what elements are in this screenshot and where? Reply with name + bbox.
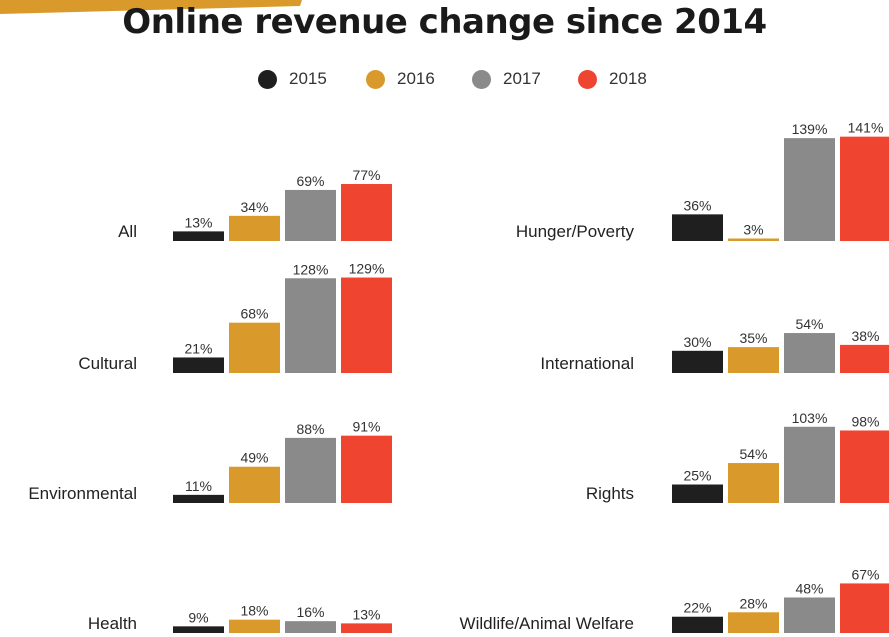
bar-all-2018 xyxy=(341,184,392,241)
data-label-rights-2018: 98% xyxy=(851,413,879,429)
bar-wildlife-animal-welfare-2017 xyxy=(784,597,835,633)
bar-health-2018 xyxy=(341,623,392,633)
data-label-health-2018: 13% xyxy=(352,606,380,622)
bar-health-2016 xyxy=(229,619,280,633)
legend-label-2015: 2015 xyxy=(289,69,327,88)
data-label-environmental-2015: 11% xyxy=(185,478,212,494)
data-label-rights-2016: 54% xyxy=(739,446,767,462)
bar-international-2017 xyxy=(784,333,835,373)
legend-label-2017: 2017 xyxy=(503,69,541,88)
legend-swatch-2018 xyxy=(578,69,597,89)
bar-all-2016 xyxy=(229,215,280,241)
bar-cultural-2018 xyxy=(341,277,392,373)
category-label-all: All xyxy=(118,222,137,241)
data-label-all-2018: 77% xyxy=(352,167,380,183)
data-label-health-2016: 18% xyxy=(240,603,268,619)
data-label-environmental-2016: 49% xyxy=(240,450,268,466)
category-label-health: Health xyxy=(88,614,137,633)
legend-item-2016: 2016 xyxy=(366,64,435,94)
legend-item-2015: 2015 xyxy=(258,64,327,94)
data-label-wildlife-animal-welfare-2015: 22% xyxy=(683,600,711,616)
bar-all-2017 xyxy=(285,189,336,241)
data-label-environmental-2018: 91% xyxy=(352,419,380,435)
category-label-international: International xyxy=(540,354,634,373)
legend-swatch-2017 xyxy=(472,69,491,89)
chart-title: Online revenue change since 2014 xyxy=(122,2,767,42)
data-label-health-2015: 9% xyxy=(188,609,208,625)
bar-wildlife-animal-welfare-2016 xyxy=(728,612,779,633)
category-label-environmental: Environmental xyxy=(28,484,137,503)
data-label-health-2017: 16% xyxy=(296,604,324,620)
bar-international-2018 xyxy=(840,344,889,373)
bar-environmental-2016 xyxy=(229,466,280,503)
category-label-wildlife-animal-welfare: Wildlife/Animal Welfare xyxy=(460,614,634,633)
decorative-stripe xyxy=(0,0,302,14)
data-label-cultural-2015: 21% xyxy=(184,340,212,356)
data-label-international-2017: 54% xyxy=(795,316,823,332)
data-label-hunger-poverty-2015: 36% xyxy=(683,197,711,213)
data-label-all-2016: 34% xyxy=(240,199,268,215)
bar-cultural-2015 xyxy=(173,357,224,373)
data-label-hunger-poverty-2018: 141% xyxy=(848,120,884,136)
legend-item-2017: 2017 xyxy=(472,64,541,94)
bar-hunger-poverty-2017 xyxy=(784,138,835,241)
data-label-rights-2015: 25% xyxy=(683,468,711,484)
bar-cultural-2016 xyxy=(229,322,280,373)
data-label-wildlife-animal-welfare-2017: 48% xyxy=(795,580,823,596)
bar-environmental-2015 xyxy=(173,494,224,503)
bar-rights-2015 xyxy=(672,484,723,503)
data-label-wildlife-animal-welfare-2018: 67% xyxy=(851,566,879,582)
bar-international-2016 xyxy=(728,347,779,373)
bar-health-2015 xyxy=(173,626,224,633)
bar-hunger-poverty-2016 xyxy=(728,238,779,241)
legend-label-2016: 2016 xyxy=(397,69,435,88)
legend-label-2018: 2018 xyxy=(609,69,647,88)
bar-rights-2017 xyxy=(784,426,835,503)
legend-item-2018: 2018 xyxy=(578,64,647,94)
data-label-rights-2017: 103% xyxy=(792,410,828,426)
bar-environmental-2018 xyxy=(341,435,392,503)
legend-swatch-2015 xyxy=(258,69,277,89)
legend: 2015 2016 2017 2018 xyxy=(0,64,889,94)
category-label-hunger-poverty: Hunger/Poverty xyxy=(516,222,635,241)
bar-rights-2018 xyxy=(840,430,889,503)
category-label-cultural: Cultural xyxy=(78,354,137,373)
bar-environmental-2017 xyxy=(285,437,336,503)
bar-hunger-poverty-2018 xyxy=(840,136,889,241)
data-label-international-2018: 38% xyxy=(851,328,879,344)
bar-international-2015 xyxy=(672,350,723,373)
bar-all-2015 xyxy=(173,231,224,241)
bar-wildlife-animal-welfare-2015 xyxy=(672,616,723,633)
data-label-cultural-2016: 68% xyxy=(240,306,268,322)
category-label-rights: Rights xyxy=(586,484,634,503)
bar-rights-2016 xyxy=(728,463,779,503)
data-label-cultural-2017: 128% xyxy=(293,261,329,277)
data-label-international-2015: 30% xyxy=(683,334,711,350)
data-label-cultural-2018: 129% xyxy=(349,261,385,277)
data-label-all-2017: 69% xyxy=(296,173,324,189)
data-label-international-2016: 35% xyxy=(739,330,767,346)
bar-hunger-poverty-2015 xyxy=(672,214,723,241)
bar-health-2017 xyxy=(285,621,336,633)
data-label-hunger-poverty-2016: 3% xyxy=(743,222,763,238)
bar-cultural-2017 xyxy=(285,278,336,373)
data-label-wildlife-animal-welfare-2016: 28% xyxy=(739,595,767,611)
data-label-all-2015: 13% xyxy=(184,214,212,230)
data-label-environmental-2017: 88% xyxy=(296,421,324,437)
legend-swatch-2016 xyxy=(366,69,385,89)
bar-wildlife-animal-welfare-2018 xyxy=(840,583,889,633)
data-label-hunger-poverty-2017: 139% xyxy=(792,121,828,137)
